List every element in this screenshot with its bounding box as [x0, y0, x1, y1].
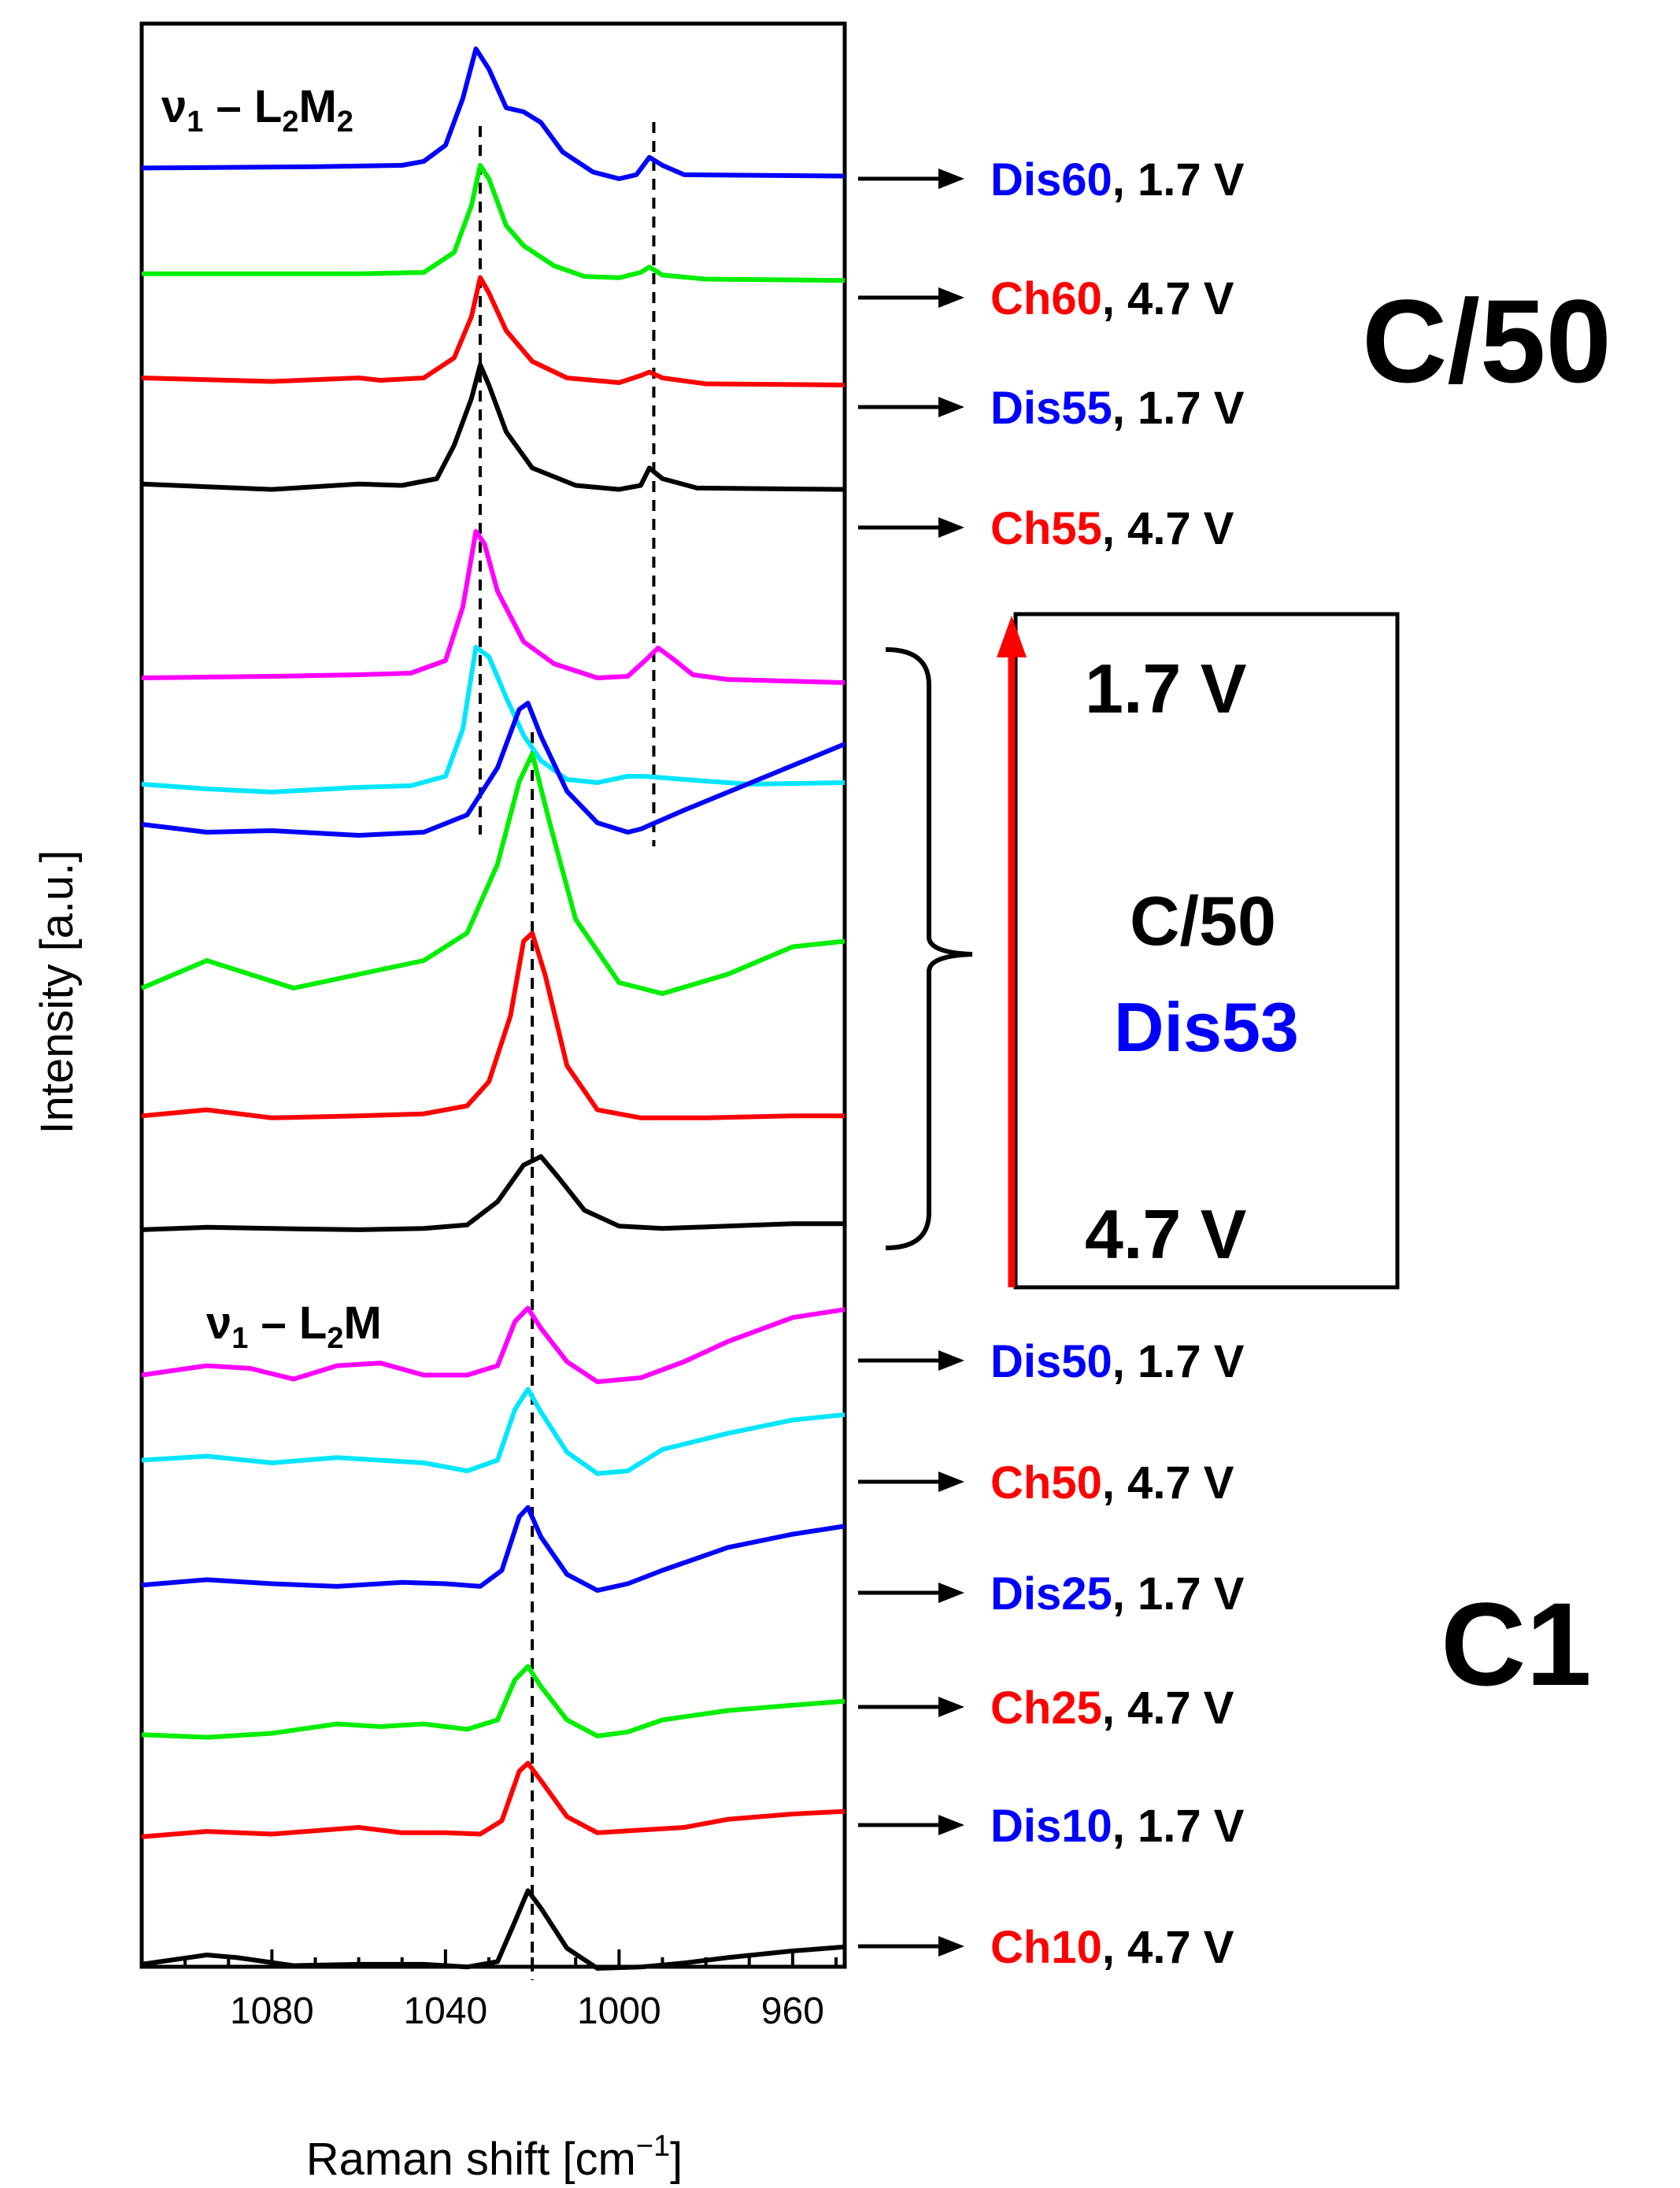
- label-arrow-head-6: [938, 1472, 964, 1492]
- spectrum-line-5: [141, 529, 846, 685]
- label-arrow-head-3: [938, 397, 964, 417]
- label-arrow-head-1: [938, 168, 964, 189]
- spectrum-label-voltage: , 4.7 V: [1102, 1683, 1234, 1734]
- spectrum-label-6: Ch50, 4.7 V: [990, 1457, 1234, 1509]
- spectrum-line-8: [140, 751, 846, 996]
- spectrum-label-voltage: , 4.7 V: [1102, 1922, 1234, 1973]
- spectrum-label-name: Ch50: [990, 1457, 1102, 1509]
- spectrum-label-7: Dis25, 1.7 V: [990, 1568, 1245, 1620]
- inset-name: Dis53: [1114, 988, 1299, 1066]
- spectrum-line-15: [141, 1760, 846, 1839]
- spectrum-label-name: Ch10: [990, 1922, 1102, 1973]
- spectrum-line-6: [141, 645, 846, 794]
- spectrum-line-12: [141, 1386, 846, 1476]
- spectrum-label-8: Ch25, 4.7 V: [990, 1683, 1234, 1734]
- peak-label-upper: ν1 – L2M2: [161, 81, 353, 139]
- spectrum-line-4: [141, 362, 846, 492]
- spectrum-label-4: Ch55, 4.7 V: [990, 503, 1234, 554]
- spectrum-line-13: [141, 1505, 846, 1593]
- spectrum-line-14: [141, 1664, 846, 1740]
- spectrum-label-2: Ch60, 4.7 V: [990, 273, 1234, 324]
- bracket: [885, 647, 973, 1250]
- label-arrow-head-4: [938, 517, 964, 538]
- spectrum-label-name: Dis10: [990, 1801, 1112, 1852]
- spectrum-label-5: Dis50, 1.7 V: [990, 1336, 1245, 1387]
- inset-arrow-head: [997, 616, 1027, 657]
- spectrum-label-10: Ch10, 4.7 V: [990, 1922, 1234, 1973]
- label-arrow-head-2: [938, 287, 964, 308]
- x-axis-title: Raman shift [cm−1]: [306, 2130, 683, 2185]
- spectrum-line-10: [141, 1153, 845, 1232]
- label-arrow-head-9: [938, 1815, 964, 1835]
- spectrum-label-voltage: , 4.7 V: [1102, 503, 1234, 554]
- spectrum-label-name: Dis55: [990, 383, 1112, 434]
- label-arrow-head-8: [938, 1697, 964, 1717]
- spectrum-label-name: Ch55: [990, 503, 1102, 554]
- spectrum-label-voltage: , 1.7 V: [1112, 154, 1245, 205]
- spectrum-line-9: [141, 931, 845, 1120]
- x-tick-label-960: 960: [761, 1990, 824, 2032]
- spectrum-label-name: Dis60: [990, 154, 1112, 205]
- spectrum-label-name: Dis25: [990, 1568, 1112, 1620]
- x-tick-label-1080: 1080: [230, 1990, 314, 2032]
- spectrum-label-3: Dis55, 1.7 V: [990, 383, 1245, 434]
- inset-voltage-bottom: 4.7 V: [1085, 1195, 1247, 1273]
- inset-box: [1013, 612, 1400, 1290]
- spectrum-label-voltage: , 4.7 V: [1102, 273, 1234, 324]
- x-tick-label-1040: 1040: [403, 1990, 487, 2032]
- spectrum-label-voltage: , 1.7 V: [1112, 1801, 1245, 1852]
- inset-voltage-top: 1.7 V: [1085, 650, 1247, 727]
- spectrum-label-voltage: , 1.7 V: [1112, 1336, 1245, 1387]
- spectrum-label-name: Dis50: [990, 1336, 1112, 1387]
- spectrum-line-11: [141, 1305, 846, 1384]
- spectrum-label-name: Ch25: [990, 1683, 1102, 1734]
- spectrum-line-7: [141, 701, 846, 838]
- spectrum-line-16: [141, 1888, 846, 1971]
- spectrum-label-name: Ch60: [990, 273, 1102, 324]
- spectrum-label-1: Dis60, 1.7 V: [990, 154, 1245, 205]
- spectrum-label-voltage: , 4.7 V: [1102, 1457, 1234, 1509]
- inset-rate: C/50: [1130, 882, 1276, 960]
- plot-frame: [139, 21, 847, 1969]
- x-tick-label-1000: 1000: [577, 1990, 661, 2032]
- y-axis-title: Intensity [a.u.]: [31, 850, 83, 1134]
- spectrum-line-1: [141, 46, 846, 181]
- spectrum-label-voltage: , 1.7 V: [1112, 1568, 1245, 1620]
- x-axis-ticks: 1080 1040 1000 960: [183, 1949, 838, 2032]
- rate-label-c1: C1: [1441, 1578, 1592, 1710]
- label-arrow-head-5: [938, 1350, 964, 1371]
- spectra-group: [140, 46, 846, 1971]
- spectrum-line-2: [142, 163, 846, 283]
- spectrum-label-voltage: , 1.7 V: [1112, 383, 1245, 434]
- label-arrow-head-10: [938, 1936, 964, 1957]
- peak-label-lower: ν1 – L2M: [206, 1298, 382, 1355]
- spectrum-label-9: Dis10, 1.7 V: [990, 1801, 1245, 1852]
- rate-label-c50: C/50: [1362, 275, 1612, 407]
- spectrum-line-3: [141, 275, 846, 387]
- label-arrow-head-7: [938, 1583, 964, 1603]
